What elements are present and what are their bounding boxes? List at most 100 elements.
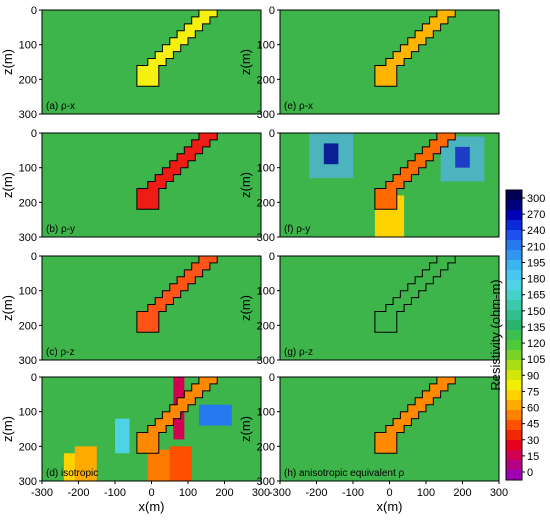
low-anomaly-core [323,143,339,165]
colorbar-swatch [506,450,522,461]
colorbar-swatch [506,220,522,231]
panels-group: (a) ρ-x 0 100 200 300 z(m) (b) ρ-y 0 100 200 300 z(… [0,5,508,514]
target-body [136,133,218,210]
colorbar-swatch [506,380,522,391]
panel-1: (b) ρ-y 0 100 200 300 z(m) [0,128,262,244]
panel-frame [279,132,500,238]
colorbar-tick-label: 270 [527,209,545,221]
target-body [136,256,218,333]
colorbar-swatch [506,370,522,381]
colorbar-swatch [506,300,522,311]
y-tick-label: 100 [257,40,275,52]
colorbar-tick-label: 150 [527,306,545,318]
panel-6: (g) ρ-z 0 100 200 300 z(m) [238,251,500,367]
panel-label: (c) ρ-z [46,347,74,358]
target-body [374,133,456,210]
colorbar-swatch [506,290,522,301]
colorbar-tick-label: 240 [527,225,545,237]
y-tick-label: 200 [257,320,275,332]
colorbar-swatch [506,350,522,361]
isotropic-anomaly [147,449,170,481]
y-tick-label: 0 [31,372,37,384]
panel-label: (h) anisotropic equivalent ρ [284,468,405,479]
y-tick-label: 200 [257,197,275,209]
colorbar-swatch [506,410,522,421]
colorbar-swatch [506,400,522,411]
y-tick-label: 0 [31,251,37,263]
x-axis-label: x(m) [139,499,165,514]
y-tick-label: 300 [19,109,37,121]
colorbar-swatch [506,330,522,341]
y-tick-label: 0 [269,372,275,384]
target-body [136,10,218,87]
colorbar-tick-label: 180 [527,274,545,286]
colorbar-swatch [506,420,522,431]
y-tick-label: 300 [19,476,37,488]
colorbar-label: Resistivity (ohm-m) [488,279,503,390]
y-tick-label: 100 [257,407,275,419]
colorbar-swatch [506,470,522,481]
y-tick-label: 300 [257,232,275,244]
y-tick-label: 200 [19,441,37,453]
y-axis-label: z(m) [0,172,15,198]
y-tick-label: 0 [31,128,37,140]
x-tick-label: -300 [269,487,291,499]
x-tick-label: 0 [386,487,392,499]
panel-label: (b) ρ-y [46,224,75,235]
y-tick-label: 100 [19,40,37,52]
panel-label: (a) ρ-x [46,101,75,112]
panel-5: (f) ρ-y 0 100 200 300 z(m) [238,128,500,244]
panel-label: (d) isotropic [46,468,98,479]
y-tick-label: 0 [269,128,275,140]
colorbar-tick-label: 75 [527,386,539,398]
y-axis-label: z(m) [238,416,253,442]
colorbar-tick-label: 210 [527,241,545,253]
y-tick-label: 100 [257,163,275,175]
colorbar-swatch [506,190,522,201]
isotropic-anomaly [74,446,97,481]
colorbar-swatch [506,440,522,451]
x-tick-label: 100 [417,487,435,499]
y-axis-label: z(m) [238,172,253,198]
isotropic-anomaly [169,446,192,481]
x-axis-label: x(m) [377,499,403,514]
colorbar-tick-label: 45 [527,419,539,431]
x-tick-label: -200 [67,487,89,499]
target-body [374,377,456,454]
y-tick-label: 100 [19,163,37,175]
y-axis-label: z(m) [0,49,15,75]
y-tick-label: 100 [257,286,275,298]
colorbar-swatch [506,230,522,241]
colorbar-tick-label: 135 [527,322,545,334]
y-tick-label: 300 [257,109,275,121]
colorbar-tick-label: 300 [527,193,545,205]
colorbar-tick-label: 15 [527,451,539,463]
target-body [136,377,218,454]
colorbar-swatch [506,320,522,331]
y-tick-label: 200 [257,441,275,453]
colorbar-tick-label: 195 [527,257,545,269]
panel-4: (e) ρ-x 0 100 200 300 z(m) [238,5,500,121]
x-tick-label: 200 [453,487,471,499]
panel-frame [279,255,500,361]
panel-0: (a) ρ-x 0 100 200 300 z(m) [0,5,262,121]
panel-frame [41,255,262,361]
panel-2: (c) ρ-z 0 100 200 300 z(m) [0,251,262,367]
x-tick-label: 200 [215,487,233,499]
y-tick-label: 100 [19,407,37,419]
y-axis-label: z(m) [238,295,253,321]
colorbar: 3002702402101951801651501351201059075604… [488,189,545,481]
colorbar-swatch [506,360,522,371]
y-axis-label: z(m) [0,416,15,442]
panel-frame [41,132,262,238]
y-tick-label: 200 [19,74,37,86]
low-anomaly-core [455,146,470,168]
panel-label: (g) ρ-z [284,347,313,358]
colorbar-tick-label: 30 [527,435,539,447]
colorbar-swatch [506,240,522,251]
x-tick-label: -300 [31,487,53,499]
colorbar-swatch [506,250,522,261]
x-tick-label: 100 [179,487,197,499]
y-tick-label: 0 [269,251,275,263]
panel-3: (d) isotropic 0 100 200 300 z(m) -300 -200 -100 0… [0,372,270,514]
